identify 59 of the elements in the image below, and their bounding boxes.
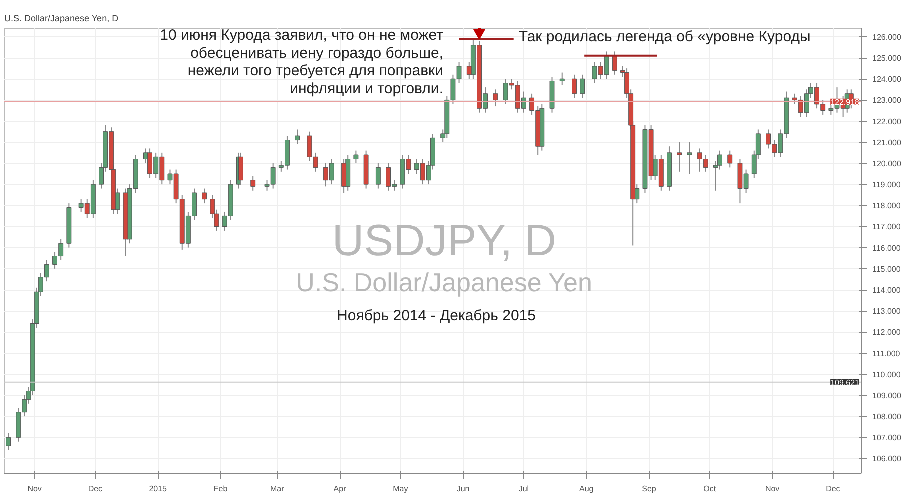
x-tick-label: Nov [765,484,780,494]
candlestick [687,142,692,175]
chart-title: U.S. Dollar/Japanese Yen, D [4,14,120,24]
x-tick-label: Dec [88,484,103,494]
annotation: 10 июня Курода заявил, что он не может обесценивать иену гораздо больше, нежели того требуется для поправки инфляции и торговли. [160,27,444,98]
candlestick [580,74,586,99]
y-tick-label: 117.000 [872,222,902,232]
candlestick [295,129,300,145]
annotation: Так родилась легенда об «уровне Куроды [518,28,811,46]
y-tick-label: 122.000 [872,117,902,126]
x-tick-label: Feb [214,484,228,494]
candlestick [250,176,256,192]
annotation: Ноябрь 2014 - Декабрь 2015 [337,308,536,324]
y-tick-label: 112.000 [872,328,902,338]
candlestick [493,89,498,108]
y-tick-label: 110.000 [872,370,902,380]
x-tick-label: Jun [456,484,470,494]
y-tick-label: 119.000 [872,180,902,190]
candlestick [202,188,208,204]
candlestick [572,74,577,99]
y-tick-label: 113.000 [872,307,902,316]
y-tick-label: 114.000 [872,286,902,296]
candlestick [560,72,565,86]
candlestick [354,150,359,164]
annotation: USDJPY, D [332,216,557,266]
candlestick [238,152,244,186]
annotation: U.S. Dollar/Japanese Yen [296,268,592,298]
y-tick-label: 118.000 [872,202,902,211]
x-tick-label: May [393,484,408,494]
y-tick-label: 108.000 [872,412,902,422]
y-tick-label: 126.000 [872,32,902,42]
y-tick-label: 111.000 [872,349,901,358]
y-tick-label: 115.000 [872,264,902,274]
y-tick-label: 116.000 [872,244,902,253]
x-tick-label: Oct [704,484,717,494]
candlestick [612,51,618,76]
y-tick-label: 109.000 [872,391,902,400]
x-tick-label: Mar [270,484,285,494]
candlestick [677,142,682,172]
ref-line-label: 122.918 [830,98,860,107]
candlestick [6,432,12,451]
y-tick-label: 120.000 [872,159,902,168]
x-tick-label: 2015 [149,484,168,494]
candlestick [376,162,381,190]
x-tick-label: Jul [518,484,530,494]
y-tick-label: 124.000 [872,75,902,84]
x-tick-label: Dec [826,484,840,494]
ref-line-label: 109.621 [830,378,860,388]
y-tick-label: 107.000 [872,434,902,443]
x-tick-label: Aug [579,484,594,494]
y-tick-label: 125.000 [872,54,902,64]
x-tick-label: Apr [334,484,347,494]
y-tick-label: 106.000 [872,454,902,464]
y-tick-label: 121.000 [872,138,902,148]
candlestick [728,150,733,168]
y-tick-label: 123.000 [872,96,902,106]
x-tick-label: Sep [642,484,657,494]
x-tick-label: Nov [28,484,42,494]
candlestick [342,158,347,194]
